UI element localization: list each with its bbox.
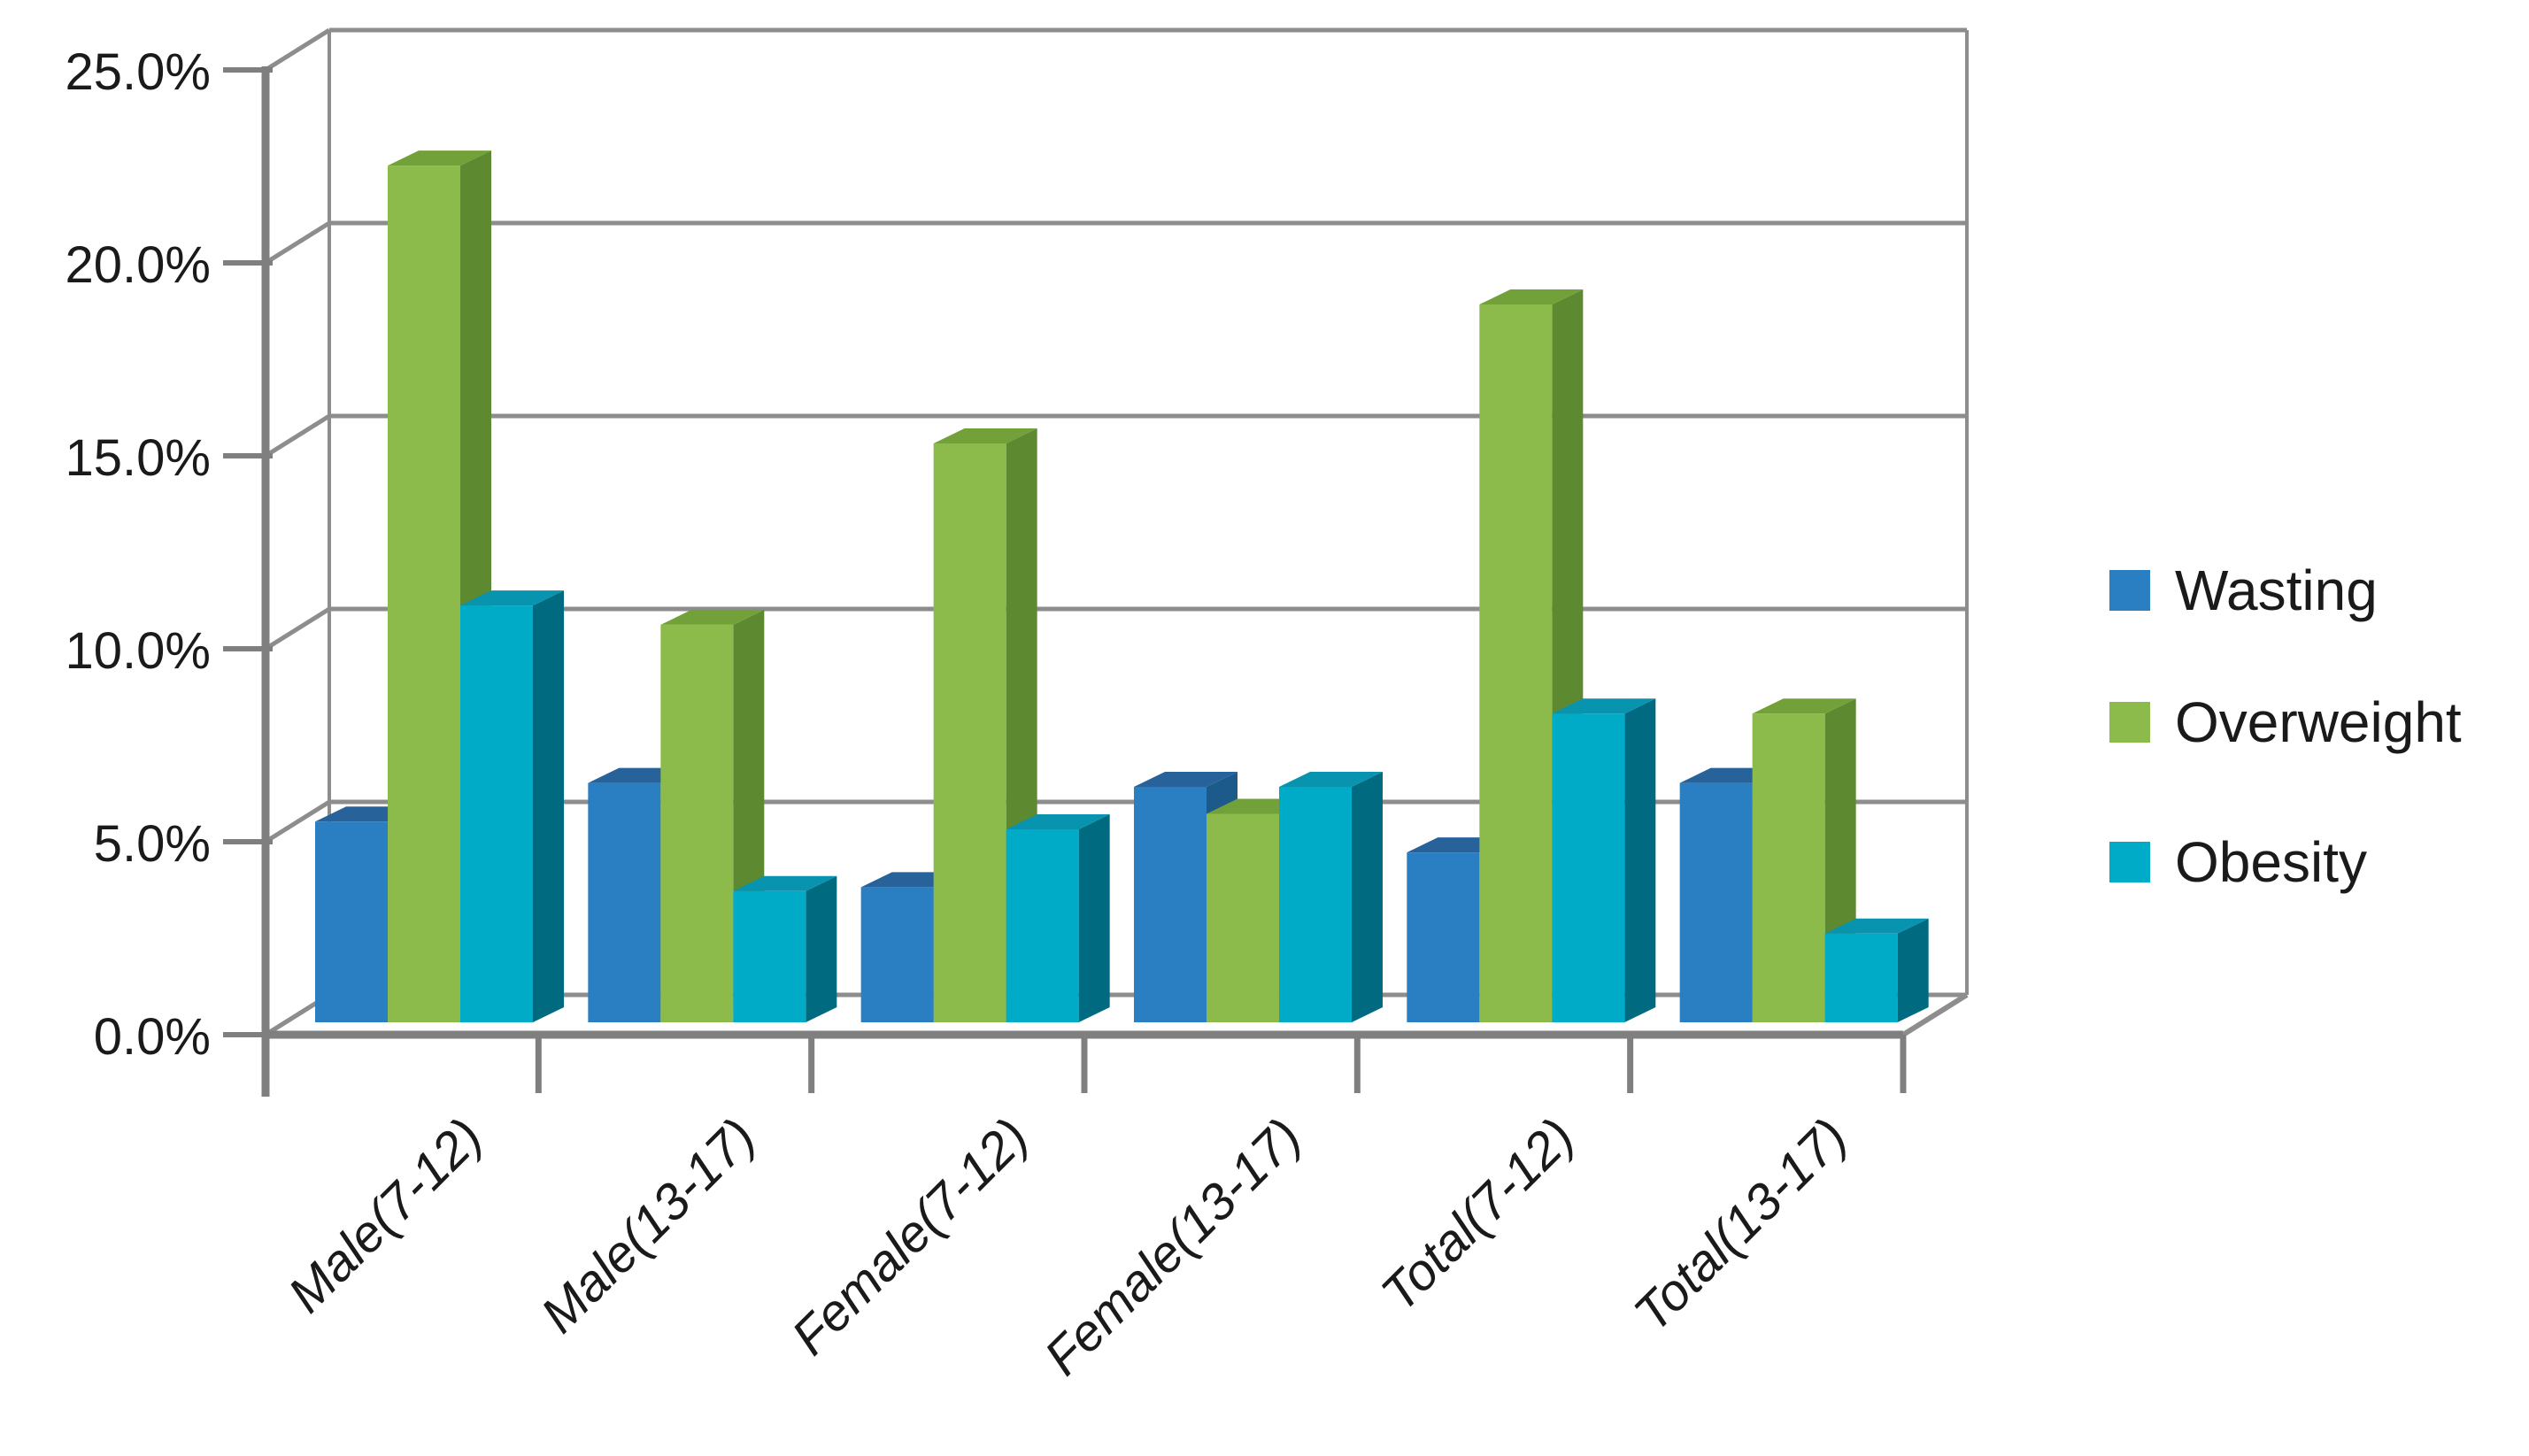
bar-front-face	[733, 890, 806, 1022]
bar-front-face	[1206, 813, 1279, 1022]
bar-top-face	[1006, 814, 1110, 829]
x-axis-label: Male(13-17)	[530, 1107, 767, 1344]
legend-item-wasting: Wasting	[2109, 559, 2378, 622]
x-axis-label: Total(13-17)	[1623, 1107, 1859, 1343]
bar-top-face	[933, 428, 1037, 443]
x-axis-label: Female(7-12)	[781, 1107, 1039, 1366]
bar-side-face	[1897, 918, 1929, 1022]
bar-top-face	[733, 875, 837, 891]
bar-top-face	[388, 150, 491, 166]
bar-front-face	[860, 887, 934, 1022]
y-axis-label: 5.0%	[94, 815, 211, 873]
bar-front-face	[1006, 829, 1079, 1022]
bar-top-face	[460, 590, 564, 606]
depth-connector-line	[264, 27, 331, 73]
floor-right-edge	[1901, 992, 1969, 1037]
bar-front-face	[1752, 713, 1825, 1022]
bar-front-face	[1552, 713, 1625, 1022]
depth-connector-line	[264, 413, 331, 458]
bar-front-face	[1479, 304, 1553, 1022]
bar-top-face	[1133, 772, 1238, 788]
bar-side-face	[806, 875, 837, 1022]
bar-top-face	[660, 609, 765, 625]
bar-obesity-male13-17	[733, 875, 837, 1022]
bar-obesity-total13-17	[1824, 918, 1929, 1022]
bar-side-face	[1351, 772, 1383, 1022]
depth-connector-line	[264, 606, 331, 651]
bar-top-face	[1752, 698, 1856, 714]
x-axis-label: Total(7-12)	[1370, 1107, 1585, 1322]
bar-front-face	[1407, 852, 1480, 1022]
x-axis-label: Female(13-17)	[1034, 1107, 1313, 1386]
depth-connector-line	[264, 799, 331, 844]
bar-front-face	[388, 166, 460, 1022]
legend-label: Obesity	[2175, 830, 2367, 894]
x-axis-label: Male(7-12)	[277, 1107, 493, 1323]
bar-front-face	[933, 443, 1006, 1022]
bar-side-face	[533, 590, 564, 1022]
legend-label: Overweight	[2175, 690, 2462, 754]
y-axis-label: 25.0%	[66, 43, 211, 101]
bar-front-face	[1824, 933, 1898, 1022]
legend-swatch-overweight	[2109, 702, 2150, 743]
bar-front-face	[1679, 782, 1753, 1022]
bar-front-face	[1133, 787, 1207, 1022]
bar-front-face	[460, 605, 533, 1022]
bar-obesity-female7-12	[1006, 814, 1110, 1022]
bar-obesity-female13-17	[1278, 772, 1383, 1022]
bar-front-face	[660, 624, 734, 1022]
bar-front-face	[1278, 787, 1352, 1022]
bar-top-face	[1278, 772, 1383, 788]
y-axis-label: 20.0%	[66, 236, 211, 294]
bar-top-face	[1479, 289, 1584, 305]
bar-side-face	[1078, 814, 1110, 1022]
y-axis-label: 0.0%	[94, 1008, 211, 1066]
bar-obesity-total7-12	[1552, 698, 1656, 1022]
bar-front-face	[315, 821, 388, 1022]
y-axis-label: 10.0%	[66, 622, 211, 680]
bar-top-face	[1552, 698, 1656, 714]
depth-connector-line	[264, 220, 331, 266]
legend-item-overweight: Overweight	[2109, 690, 2462, 754]
bar-side-face	[1624, 698, 1656, 1022]
legend-swatch-wasting	[2109, 570, 2150, 611]
bar-top-face	[1824, 918, 1929, 934]
bar-obesity-male7-12	[460, 590, 564, 1022]
legend-swatch-obesity	[2109, 842, 2150, 882]
bar-front-face	[588, 782, 661, 1022]
legend-item-obesity: Obesity	[2109, 830, 2367, 894]
y-axis-label: 15.0%	[66, 429, 211, 487]
legend-label: Wasting	[2175, 559, 2378, 622]
